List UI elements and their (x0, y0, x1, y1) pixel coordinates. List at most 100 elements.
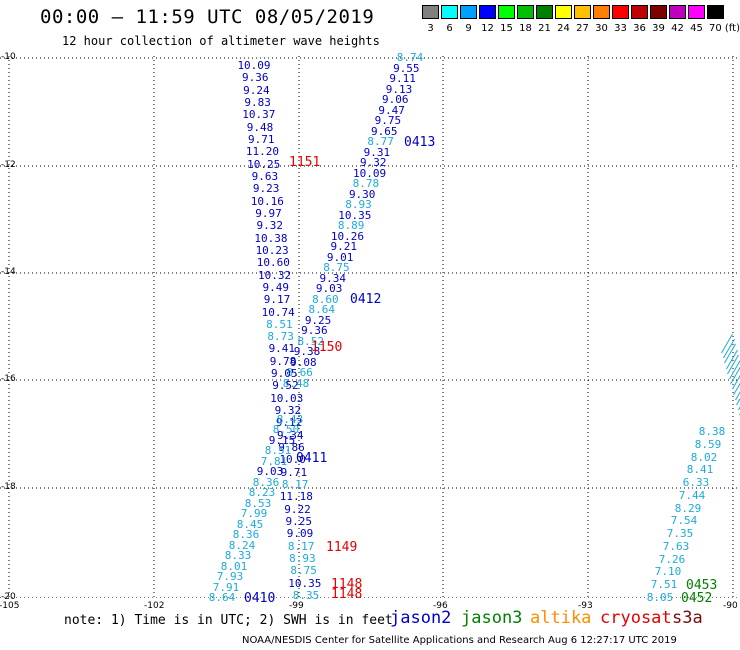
pass-label-1148-b: 1148 (331, 587, 363, 602)
map-grid (0, 56, 740, 598)
track-0412-value: 9.97 (255, 206, 282, 220)
longitude-label: -96 (433, 601, 448, 611)
scale-label: 18 (519, 23, 532, 34)
track-0412-value: 9.12 (275, 416, 303, 430)
track-0452-value: 7.51 (650, 578, 678, 592)
track-0413-value: 9.25 (304, 313, 332, 327)
track-0410-value: 8.53 (244, 496, 272, 510)
scale-swatch (688, 5, 705, 19)
track-0412-value: 10.25 (247, 157, 281, 171)
pass-label-1148-a: 1148 (331, 577, 363, 592)
track-0410-value: 8.43 (276, 413, 304, 426)
track-0412-value: 11.18 (279, 490, 313, 504)
track-0413-value: 9.55 (393, 61, 420, 75)
longitude-label: -90 (723, 601, 738, 611)
legend-altika: altika (530, 608, 592, 628)
scale-label: 21 (538, 23, 551, 34)
track-0452-value: 8.38 (698, 425, 726, 438)
scale-swatch (631, 5, 648, 19)
track-0412-value: 10.0 (279, 453, 306, 467)
track-0413-value: 9.30 (348, 187, 376, 201)
latitude-label: -10 (1, 52, 16, 62)
track-0412-value: 10.37 (242, 108, 276, 122)
pass-label-1150: 1150 (311, 340, 343, 355)
track-0412-value: 9.32 (274, 404, 302, 418)
track-0410-value: 9.03 (256, 465, 284, 479)
scale-label: 24 (557, 23, 570, 34)
track-0412-value: 8.17 (281, 478, 309, 492)
track-0452-value: 8.41 (686, 463, 714, 477)
track-0413-value: 8.89 (337, 219, 365, 233)
pass-label-0413: 0413 (404, 135, 436, 150)
track-0412-value: 9.23 (252, 182, 280, 196)
track-0412-value: 9.86 (278, 441, 305, 455)
track-0412-value: 9.78 (269, 354, 297, 368)
track-0412-value: 8.17 (287, 539, 315, 553)
pass-label-0410: 0410 (244, 591, 276, 606)
track-0412-value: 8.51 (266, 317, 293, 331)
track-0410-value: 8.45 (236, 517, 264, 531)
legend-jason3: jason3 (461, 608, 523, 628)
track-0412-value: 10.16 (250, 194, 284, 208)
track-0413-value: 8.93 (345, 198, 372, 212)
track-0410-value: 7.91 (212, 580, 240, 594)
track-0412-value: 9.09 (286, 527, 314, 541)
track-0413-value: 8.60 (312, 292, 339, 306)
track-0412-value: 10.38 (254, 231, 288, 245)
track-0413-value: 10.09 (352, 166, 387, 180)
track-0412-value: 9.83 (244, 95, 271, 109)
track-0413-value: 9.08 (290, 355, 317, 369)
track-0412-value: 9.36 (241, 71, 269, 85)
track-0410-value: 7.99 (240, 507, 268, 521)
track-0412-value: 9.49 (262, 280, 290, 294)
longitude-label: -99 (289, 601, 304, 611)
track-0412-value: 10.03 (270, 391, 304, 405)
track-0412-value: 9.05 (270, 367, 298, 381)
pass-label-0452: 0452 (681, 591, 713, 606)
track-0410-value: 8.01 (220, 559, 248, 573)
scale-swatch (612, 5, 629, 19)
scale-swatch (517, 5, 534, 19)
track-0412-value: 8.93 (289, 552, 316, 566)
scale-swatch (593, 5, 610, 19)
track-0452-value: 8.05 (646, 591, 674, 604)
track-0413-value: 10.35 (338, 208, 372, 222)
track-0413-value: 9.13 (385, 82, 413, 96)
track-0412-value: 9.71 (248, 132, 275, 146)
scale-label: 33 (614, 23, 627, 34)
track-0413-value: 8.78 (352, 177, 380, 191)
track-0412-value: 10.32 (257, 268, 292, 282)
track-0412-value: 10.23 (255, 243, 289, 257)
track-0413-value: 9.47 (378, 103, 405, 117)
scale-swatch (498, 5, 515, 19)
track-0412-value: 9.71 (280, 465, 308, 479)
latitude-label: -12 (1, 160, 16, 170)
track-0413-value: 9.65 (371, 124, 398, 138)
track-0412-value: 8.35 (292, 589, 320, 602)
scale-label: 27 (576, 23, 589, 34)
track-0413-value: 8.64 (308, 303, 335, 317)
track-0412-value: 9.63 (251, 169, 279, 183)
longitude-label: -93 (578, 601, 593, 611)
track-0410-value: 8.36 (232, 528, 260, 542)
track-0410-value: 8.36 (252, 475, 280, 489)
track-0413-value: 8.52 (297, 334, 324, 348)
track-0413-value: 9.38 (293, 345, 321, 359)
track-0413-value: 9.75 (374, 114, 402, 128)
track-0413-value: 8.74 (396, 51, 424, 64)
latitude-label: -20 (1, 592, 16, 602)
track-0413-value: 9.06 (382, 93, 409, 107)
track-0410-value: 8.50 (272, 423, 300, 437)
track-0412-value: 9.32 (256, 219, 283, 233)
track-0412-value: 9.34 (277, 428, 304, 442)
scale-label: 9 (465, 23, 472, 34)
track-0413-value: 8.77 (367, 135, 394, 149)
track-0410-value: 8.33 (224, 549, 252, 563)
track-0410-value: 7.93 (216, 570, 244, 584)
track-0452-value: 7.63 (662, 539, 690, 553)
track-0452-value: 6.33 (682, 476, 710, 490)
footnote: note: 1) Time is in UTC; 2) SWH is in fe… (64, 613, 393, 628)
scale-label: 12 (481, 23, 494, 34)
track-0412-value: 10.09 (237, 59, 271, 72)
